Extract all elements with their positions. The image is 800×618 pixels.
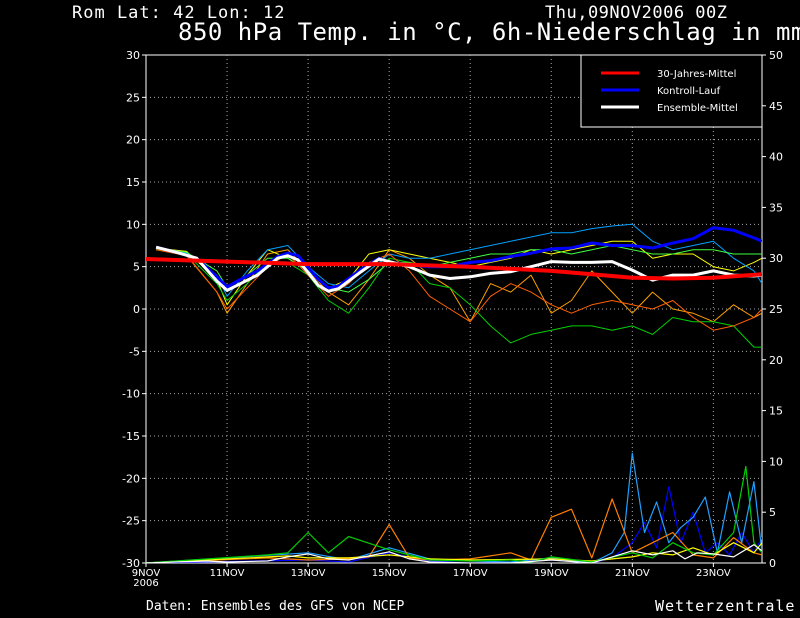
y-right-tick-label: 15	[769, 405, 783, 418]
precip-line-precip-lightblue	[146, 452, 762, 563]
location-header: Rom Lat: 42 Lon: 12	[72, 3, 286, 23]
legend-label: 30-Jahres-Mittel	[657, 69, 736, 80]
temp-line-member-2	[156, 240, 762, 306]
temp-line-member-1	[156, 249, 762, 323]
temp-line-30-Jahres-Mittel	[146, 257, 762, 281]
y-left-tick-label: 30	[126, 49, 140, 62]
y-left-tick-label: 10	[126, 218, 140, 231]
plot-frame	[145, 54, 763, 564]
y-left-tick-label: -20	[122, 472, 140, 485]
y-right-tick-label: 5	[769, 506, 776, 519]
x-tick-label: 11NOV	[210, 568, 245, 579]
y-right-tick-label: 45	[769, 100, 783, 113]
temp-line-member-3	[156, 248, 762, 348]
x-tick-label: 13NOV	[291, 568, 326, 579]
x-tick-label: 19NOV	[534, 568, 569, 579]
x-tick-label: 15NOV	[372, 568, 407, 579]
temp-line-member-5	[156, 249, 762, 331]
legend-label: Kontroll-Lauf	[657, 86, 721, 97]
y-right-tick-label: 0	[769, 557, 776, 570]
y-right-tick-label: 40	[769, 151, 783, 164]
temp-line-Ensemble-Mittel	[155, 245, 762, 293]
y-right-tick-label: 25	[769, 303, 783, 316]
precip-line-precip-yellow	[146, 542, 762, 563]
y-left-tick-label: -15	[122, 430, 140, 443]
y-left-tick-label: -10	[122, 388, 140, 401]
y-left-tick-label: -30	[122, 557, 140, 570]
run-date: Thu,09NOV2006 00Z	[545, 3, 728, 23]
chart-title: 850 hPa Temp. in °C, 6h-Niederschlag in …	[178, 18, 800, 46]
y-left-tick-label: 15	[126, 176, 140, 189]
legend-box	[580, 54, 763, 128]
legend-label: Ensemble-Mittel	[657, 103, 738, 114]
y-left-tick-label: 20	[126, 134, 140, 147]
plot-area	[146, 223, 762, 563]
y-right-tick-label: 30	[769, 252, 783, 265]
y-left-tick-label: -25	[122, 515, 140, 528]
precip-line-precip-blue	[146, 486, 762, 563]
y-left-tick-label: 0	[133, 303, 140, 316]
temp-line-member-6	[156, 245, 762, 293]
y-left-tick-label: 5	[133, 261, 140, 274]
x-tick-label-year: 2006	[133, 578, 158, 589]
precip-line-precip-green	[146, 465, 762, 563]
precip-line-precip-orange	[146, 498, 762, 563]
temp-line-member-4	[156, 223, 762, 297]
y-right-tick-label: 20	[769, 354, 783, 367]
y-left-tick-label: -5	[129, 345, 140, 358]
data-source: Daten: Ensembles des GFS von NCEP	[146, 599, 405, 614]
x-tick-label: 9NOV	[132, 568, 161, 579]
x-tick-label: 21NOV	[615, 568, 650, 579]
y-left-tick-label: 25	[126, 91, 140, 104]
y-right-tick-label: 10	[769, 455, 783, 468]
y-right-tick-label: 50	[769, 49, 783, 62]
x-tick-label: 23NOV	[696, 568, 731, 579]
y-right-tick-label: 35	[769, 201, 783, 214]
x-tick-label: 17NOV	[453, 568, 488, 579]
precip-line-precip-white	[146, 544, 762, 563]
brand-label: Wetterzentrale	[655, 597, 796, 615]
temp-line-Kontroll-Lauf	[155, 226, 762, 290]
